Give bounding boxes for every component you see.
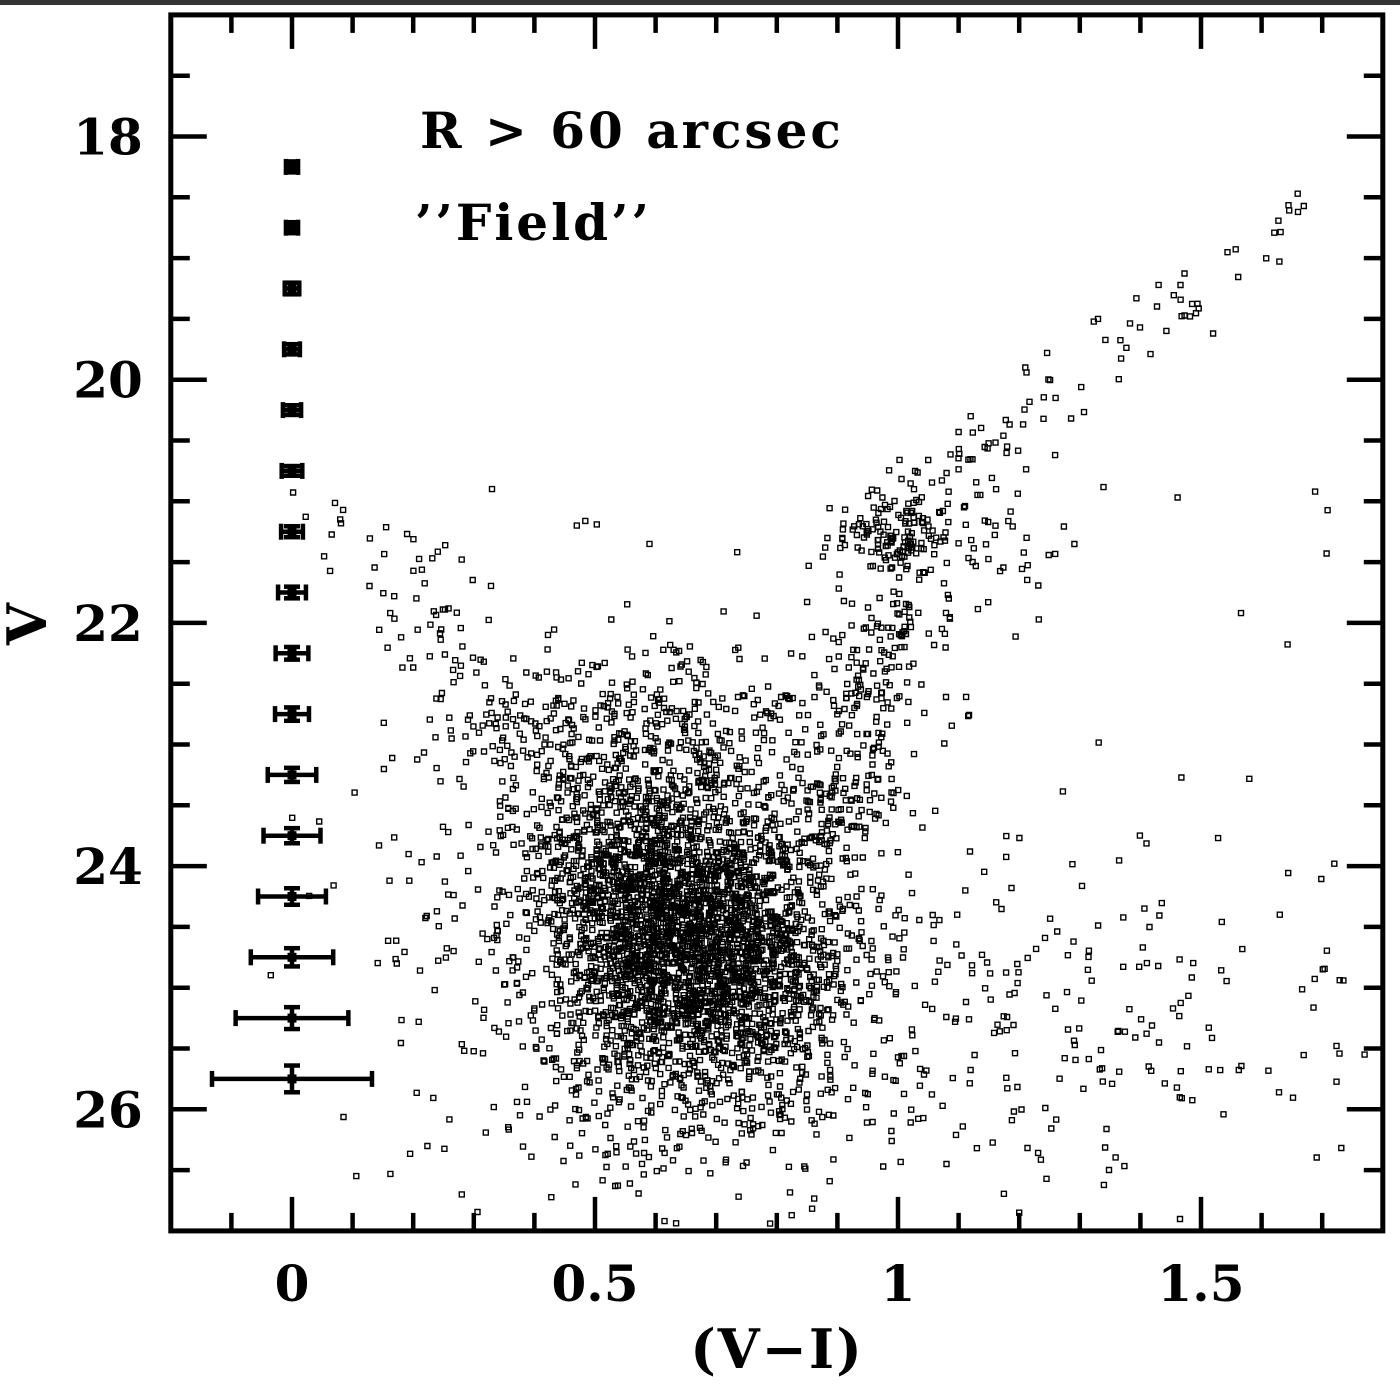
error-bar (280, 402, 304, 419)
x-axis-title: (V−I) (690, 1317, 864, 1381)
error-bar (278, 523, 306, 540)
error-bar-ladder (209, 158, 375, 1095)
error-bar (272, 705, 312, 724)
error-bar (233, 1004, 351, 1032)
x-tick-label: 1 (881, 1254, 916, 1313)
error-bar (273, 644, 311, 662)
annotation-field-label: ’’Field’’ (415, 193, 652, 252)
plot-frame (168, 12, 1386, 1234)
annotations: R > 60 arcsec ’’Field’’ (415, 101, 844, 252)
error-bar (275, 584, 309, 601)
y-tick-label: 18 (73, 108, 143, 167)
y-axis-title: V (0, 601, 59, 646)
error-bar-center-marker (287, 527, 297, 537)
error-bar (279, 462, 305, 479)
error-bar (282, 280, 302, 297)
error-bar-center-marker (287, 223, 297, 233)
error-bar-center-marker (287, 588, 297, 597)
error-bar (283, 158, 301, 175)
axis-titles: (V−I) V (0, 601, 864, 1381)
error-bar-center-marker (287, 162, 297, 172)
error-bar-center-marker (287, 344, 297, 354)
error-bar (265, 765, 319, 785)
axes-frame (168, 12, 1386, 1234)
error-bar-center-marker (287, 831, 297, 841)
error-bar-center-marker (287, 284, 297, 293)
error-bar (261, 825, 323, 846)
axis-ticks (172, 16, 1381, 1229)
data-points (267, 190, 1368, 1227)
x-tick-label: 1.5 (1158, 1254, 1245, 1313)
error-bar-center-marker (287, 770, 297, 780)
error-bar-center-marker (287, 892, 297, 901)
error-bar-center-marker (287, 648, 297, 658)
error-bar (281, 341, 303, 358)
y-tick-label: 26 (73, 1080, 143, 1139)
error-bar-center-marker (287, 1013, 297, 1023)
error-bar-center-marker (287, 709, 297, 719)
y-tick-label: 20 (73, 351, 143, 410)
error-bar-center-marker (287, 405, 297, 415)
error-bar-center-marker (287, 466, 297, 476)
x-tick-label: 0 (275, 1254, 310, 1313)
error-bar (248, 945, 336, 969)
x-tick-label: 0.5 (552, 1254, 639, 1313)
tick-labels: 0 0.5 1 1.5 18 20 22 24 26 (73, 108, 1244, 1313)
error-bar-center-marker (287, 952, 297, 962)
y-tick-label: 24 (73, 837, 143, 896)
y-tick-label: 22 (73, 594, 143, 653)
error-bar (255, 885, 329, 908)
error-bar (283, 219, 301, 236)
error-bar (209, 1063, 375, 1095)
error-bar-center-marker (287, 1074, 297, 1084)
annotation-radius-cut: R > 60 arcsec (420, 101, 844, 160)
data-point-cloud (267, 190, 1368, 1227)
scan-artifact-top-strip (0, 0, 1400, 5)
